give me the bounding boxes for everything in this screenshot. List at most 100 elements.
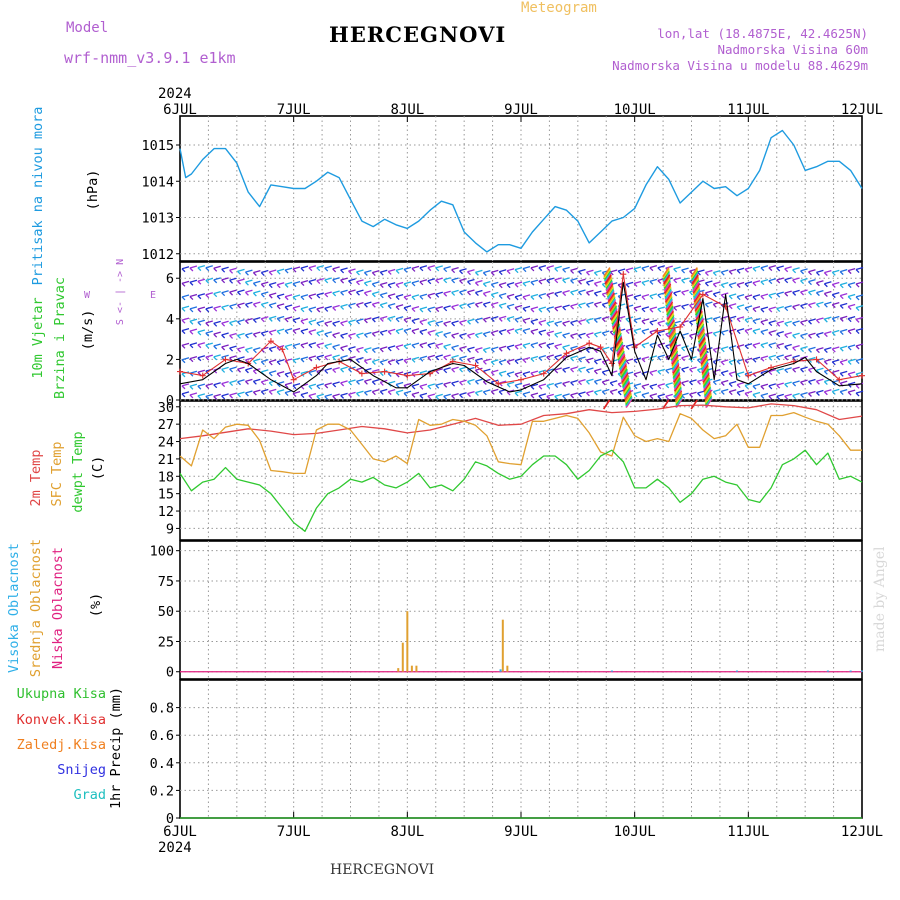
wind-barb — [601, 359, 610, 366]
tsfc-line — [179, 411, 862, 475]
wind-barb-storm — [695, 314, 704, 325]
wind-barb — [356, 357, 364, 364]
wind-barb-storm — [670, 347, 678, 358]
wind-barb — [728, 380, 737, 388]
wind-barb — [419, 306, 428, 313]
wind-barb — [371, 389, 380, 396]
wind-barb — [649, 393, 658, 400]
wind-barb — [292, 371, 301, 378]
wind-barb — [570, 366, 578, 373]
wind-barb — [244, 289, 253, 296]
wind-barb-storm — [621, 374, 629, 385]
wind-barb — [443, 381, 451, 388]
wind-barb — [839, 293, 848, 300]
temp2m-line — [179, 403, 863, 440]
wind-barb-storm — [663, 281, 672, 292]
wind-barb-storm — [663, 283, 672, 294]
wind-barb — [324, 343, 332, 350]
wind-speed-line — [179, 281, 863, 393]
wind-barb-storm — [670, 348, 678, 359]
wind-barb — [530, 306, 539, 313]
wind-barb-storm — [603, 270, 612, 280]
cloud-bar — [501, 619, 504, 672]
wind-barb — [189, 342, 198, 349]
wind-barb-storm — [702, 374, 710, 385]
wind-barb — [237, 302, 245, 309]
cloud-bar — [849, 670, 852, 672]
wind-barb — [593, 290, 602, 297]
wind-barb — [356, 289, 364, 296]
precip-legend-2: Zaledj.Kisa — [17, 737, 106, 753]
wind-barb — [554, 305, 562, 312]
wind-barb — [340, 320, 348, 327]
wind-barb — [752, 328, 761, 335]
wind-barb — [768, 393, 777, 400]
wind-barb-storm — [674, 389, 683, 400]
wind-barb-storm — [704, 389, 712, 400]
wind-barb — [332, 393, 340, 400]
wind-barb-storm — [673, 381, 682, 392]
wind-barb — [252, 269, 261, 277]
wind-barb — [554, 277, 562, 284]
wind-barb-storm — [621, 372, 629, 383]
wind-barb — [490, 269, 499, 276]
wind-barb — [324, 331, 332, 338]
year-label-top: 2024 — [158, 86, 192, 102]
wind-gust-marker — [199, 372, 206, 379]
wind-barb — [808, 302, 816, 309]
wind-barb — [427, 383, 436, 390]
wind-barb — [792, 289, 800, 296]
meteogram-label: Meteogram — [521, 0, 597, 16]
x-tick-label-bottom: 7JUL — [277, 824, 311, 840]
wind-barb — [189, 293, 198, 301]
wind-barb — [244, 367, 253, 374]
wind-barb — [482, 331, 491, 338]
wind-barb — [752, 383, 761, 390]
wind-barb — [720, 379, 729, 386]
wind-barb — [625, 358, 634, 365]
wind-barb — [657, 383, 665, 390]
wind-barb-storm — [703, 380, 711, 391]
wind-barb — [340, 392, 348, 399]
wind-barb — [316, 342, 324, 349]
wind-barb — [237, 379, 245, 386]
wind-barb — [474, 317, 483, 324]
wind-barb — [530, 265, 539, 272]
wind-barb-storm — [602, 399, 611, 410]
wind-barb — [720, 388, 729, 395]
wind-barb — [340, 277, 348, 284]
wind-barb — [451, 289, 459, 296]
wind-barb — [451, 267, 459, 274]
wind-barb-storm — [699, 350, 708, 361]
wind-barb — [712, 388, 721, 396]
wind-barb — [585, 357, 594, 364]
wind-barb — [308, 383, 317, 390]
wind-barb-storm — [694, 298, 702, 309]
wind-barb — [197, 306, 206, 313]
wind-barb — [435, 306, 443, 313]
cloud-label-high: Visoka Oblacnost — [6, 543, 22, 673]
wind-barb — [181, 328, 190, 335]
wind-barb — [633, 266, 642, 273]
wind-barb — [506, 303, 515, 310]
wind-barb — [530, 383, 539, 390]
wind-barb — [593, 301, 602, 308]
wind-barb — [649, 306, 658, 313]
wind-barb — [657, 306, 665, 313]
wind-barb-storm — [669, 335, 677, 346]
wind-barb — [585, 367, 594, 374]
wind-barb — [562, 380, 570, 387]
wind-barb — [498, 282, 507, 289]
wind-barb — [744, 327, 753, 334]
wind-barb-storm — [616, 343, 624, 353]
wind-barb-storm — [665, 296, 673, 307]
wind-barb — [459, 392, 467, 399]
wind-barb — [435, 330, 443, 338]
wind-barb-storm — [662, 268, 670, 279]
wind-barb — [720, 370, 729, 377]
wind-barb-storm — [694, 304, 703, 315]
wind-barb — [332, 290, 340, 297]
wind-barb — [474, 347, 483, 354]
wind-barb — [514, 316, 523, 323]
wind-barb — [268, 370, 277, 377]
